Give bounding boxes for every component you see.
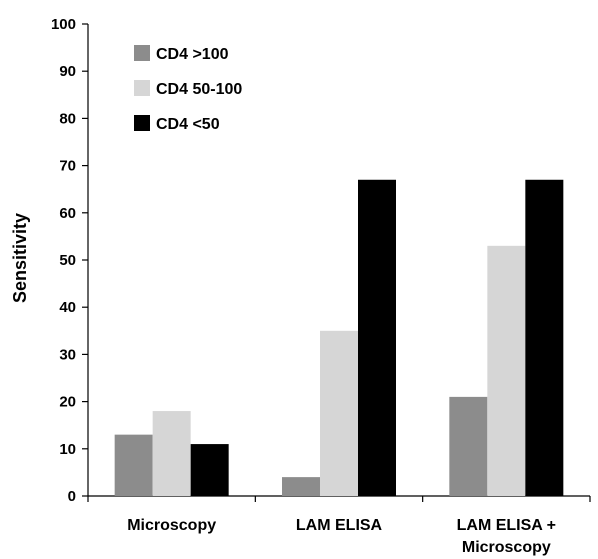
y-tick-label: 10: [59, 441, 76, 458]
y-tick-label: 40: [59, 299, 76, 316]
y-tick-label: 80: [59, 110, 76, 127]
x-category-label-line: Microscopy: [127, 517, 216, 534]
y-axis-title: Sensitivity: [10, 213, 30, 303]
legend: CD4 >100 CD4 50-100 CD4 <50: [134, 45, 242, 133]
y-tick-label: 90: [59, 63, 76, 80]
bar-cd4-100-2: [449, 396, 488, 496]
x-category-label: Microscopy: [127, 517, 216, 534]
x-category-label: LAM ELISA + Microscopy: [457, 517, 556, 556]
bars: [114, 179, 564, 496]
bar-cd4-50-2: [525, 179, 564, 496]
y-tick-label: 20: [59, 394, 76, 411]
x-category-label-line: LAM ELISA: [296, 517, 383, 534]
y-tick-label: 70: [59, 158, 76, 175]
legend-label: CD4 <50: [156, 116, 220, 133]
x-category-label-line: LAM ELISA +: [457, 517, 556, 534]
bar-cd4-100-1: [282, 477, 320, 496]
y-tick-label: 0: [68, 488, 76, 505]
bar-cd4-50-1: [358, 179, 396, 496]
y-tick-label: 100: [51, 16, 76, 33]
bar-cd4-50-100-0: [152, 411, 191, 496]
bar-cd4-50-0: [190, 444, 229, 496]
x-category-label-line: Microscopy: [462, 539, 551, 556]
legend-label: CD4 >100: [156, 46, 229, 63]
legend-swatch: [134, 80, 150, 96]
bar-cd4-50-100-2: [487, 245, 526, 496]
legend-swatch: [134, 115, 150, 131]
legend-swatch: [134, 45, 150, 61]
x-category-label: LAM ELISA: [296, 517, 383, 534]
x-axis: Microscopy LAM ELISA LAM ELISA + Microscopy: [87, 495, 591, 556]
bar-cd4-50-100-1: [320, 330, 358, 496]
legend-label: CD4 50-100: [156, 81, 242, 98]
y-axis: 0 10 20 30 40 50 60 70 80 90 100: [51, 16, 89, 505]
bar-cd4-100-0: [114, 434, 153, 496]
y-tick-label: 60: [59, 205, 76, 222]
y-tick-label: 50: [59, 252, 76, 269]
y-tick-label: 30: [59, 346, 76, 363]
